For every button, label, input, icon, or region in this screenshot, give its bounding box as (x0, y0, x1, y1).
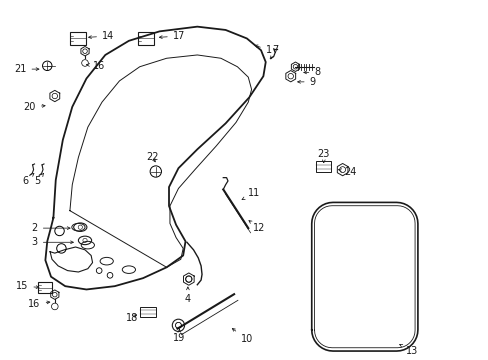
Text: 2: 2 (32, 223, 70, 233)
Text: 23: 23 (317, 149, 329, 163)
Text: 14: 14 (88, 31, 114, 41)
Bar (139, 307, 156, 317)
Text: 24: 24 (338, 167, 356, 176)
Text: 13: 13 (399, 345, 417, 356)
Bar (138, 32, 154, 45)
Text: 1: 1 (254, 45, 271, 55)
Bar (70, 32, 86, 45)
Text: 18: 18 (125, 313, 138, 323)
Text: 16: 16 (86, 61, 104, 71)
Text: 17: 17 (159, 31, 185, 41)
Text: 11: 11 (242, 188, 260, 199)
Text: 19: 19 (173, 329, 185, 343)
Text: 4: 4 (184, 287, 190, 304)
Text: 21: 21 (14, 64, 39, 74)
Text: 5: 5 (34, 174, 43, 186)
Text: 3: 3 (32, 237, 73, 247)
Text: 7: 7 (270, 45, 278, 59)
Text: 22: 22 (146, 152, 159, 162)
Text: 8: 8 (303, 67, 320, 77)
Bar (316, 161, 331, 172)
Text: 12: 12 (248, 221, 265, 233)
Text: 15: 15 (16, 281, 39, 291)
Text: 10: 10 (232, 328, 252, 345)
Text: 16: 16 (28, 299, 50, 309)
Text: 6: 6 (22, 174, 34, 186)
Bar (38, 282, 52, 293)
Text: 20: 20 (23, 102, 45, 112)
Text: 9: 9 (297, 77, 315, 87)
